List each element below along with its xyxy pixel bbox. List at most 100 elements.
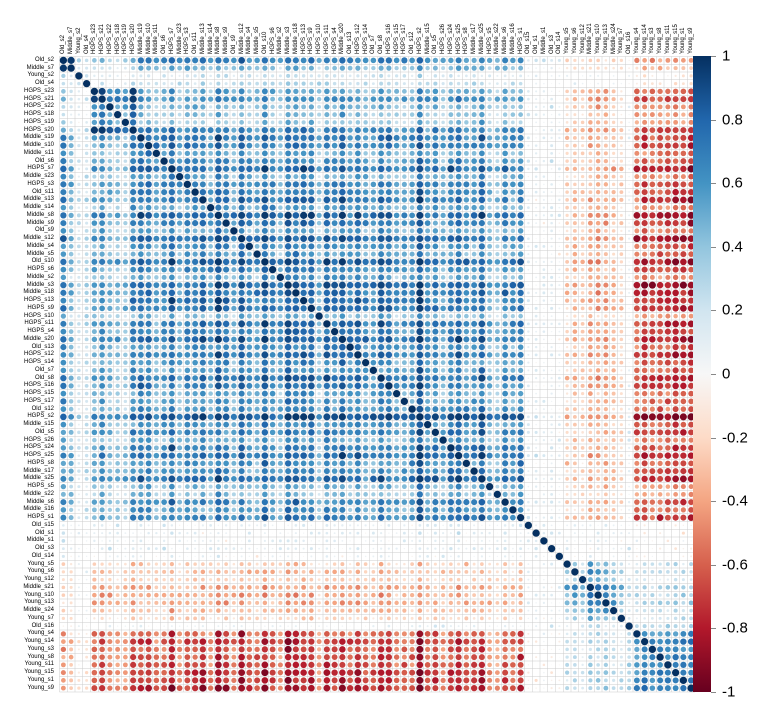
col-label: Old_s2 (60, 34, 67, 54)
row-label: HGPS_s7 (27, 165, 54, 172)
row-label: HGPS_s14 (23, 359, 54, 366)
row-label: Middle_s3 (26, 281, 54, 288)
row-label: HGPS_s19 (23, 118, 54, 125)
row-label: Middle_s12 (23, 235, 54, 242)
row-label: HGPS_s20 (23, 126, 54, 133)
col-label: HGPS_s17 (401, 23, 408, 54)
col-label: Middle_s11 (153, 23, 160, 54)
row-label: Middle_s22 (23, 490, 54, 497)
col-label: Middle_s22 (494, 22, 501, 54)
col-label: Middle_s20 (339, 22, 346, 54)
col-label: Young_s15 (672, 23, 679, 54)
row-label: Old_s12 (31, 405, 54, 412)
col-label: Old_s3 (548, 34, 555, 54)
col-label: HGPS_s10 (316, 23, 323, 54)
row-label: Middle_s10 (23, 142, 54, 149)
colorbar-tick-label: -0.8 (722, 619, 748, 637)
col-label: Middle_s16 (509, 22, 516, 54)
row-label: Young_s14 (24, 638, 54, 645)
col-label: HGPS_s8 (463, 26, 470, 54)
col-label: Middle_s7 (68, 26, 75, 54)
row-label: Middle_s18 (23, 289, 54, 296)
col-label: Old_s8 (378, 34, 385, 54)
colorbar-tick (711, 119, 716, 121)
row-label: Middle_s2 (26, 273, 54, 280)
colorbar-tick-label: 0.2 (722, 301, 743, 319)
col-label: Middle_s2 (277, 26, 284, 54)
row-label: Old_s6 (34, 157, 54, 164)
row-label: Old_s7 (34, 366, 54, 373)
row-label: Young_s1 (27, 676, 54, 683)
row-label: Old_s11 (32, 188, 54, 195)
row-label: Middle_s5 (26, 250, 54, 257)
colorbar-tick-label: 1 (722, 47, 731, 65)
col-label: Old_s16 (626, 31, 633, 54)
col-label: Young_s4 (633, 27, 640, 54)
row-label: Old_s13 (31, 343, 54, 350)
row-label: Middle_s16 (23, 506, 54, 513)
row-label: HGPS_s17 (23, 397, 54, 404)
col-label: Young_s6 (571, 27, 578, 54)
col-label: Old_s5 (432, 34, 439, 54)
row-label: Middle_s6 (26, 498, 54, 505)
row-label: HGPS_s5 (27, 483, 54, 490)
colorbar-tick-label: -0.4 (722, 492, 748, 510)
col-label: Middle_s1 (540, 26, 547, 54)
col-label: Young_s10 (595, 23, 602, 54)
row-label: Young_s9 (27, 684, 54, 691)
row-label: Old_s1 (34, 529, 54, 536)
col-label: HGPS_s19 (122, 23, 129, 54)
colorbar-tick (711, 56, 716, 57)
row-label: Old_s10 (31, 258, 54, 265)
row-label: Old_s9 (34, 227, 54, 234)
row-label: HGPS_s18 (23, 111, 54, 118)
col-label: Middle_s5 (254, 26, 261, 54)
colorbar-tick (711, 501, 716, 503)
row-label: Young_s15 (24, 669, 54, 676)
row-label: HGPS_s3 (27, 180, 54, 187)
row-label: HGPS_s10 (23, 312, 54, 319)
col-label: HGPS_s7 (168, 26, 175, 54)
row-label: Middle_s4 (26, 242, 54, 249)
col-label: Middle_s4 (246, 26, 253, 54)
col-label: Middle_s23 (176, 22, 183, 54)
col-label: Middle_s21 (587, 22, 594, 54)
row-label: Young_s3 (27, 645, 54, 652)
row-label: HGPS_s8 (27, 459, 54, 466)
col-label: Old_s7 (370, 34, 377, 54)
col-label: Young_s1 (680, 27, 687, 54)
row-label: HGPS_s13 (23, 297, 54, 304)
row-label: HGPS_s1 (27, 514, 54, 521)
row-label: Middle_s11 (23, 149, 54, 156)
col-label: HGPS_s16 (385, 23, 392, 54)
row-label: HGPS_s2 (27, 413, 54, 420)
col-label: Young_s12 (579, 23, 586, 54)
colorbar-tick-label: -0.6 (722, 556, 748, 574)
row-label: Young_s2 (27, 72, 54, 79)
col-label: HGPS_s13 (300, 23, 307, 54)
col-label: Young_s13 (602, 23, 609, 54)
row-label: Young_s11 (24, 661, 54, 668)
col-label: HGPS_s1 (517, 26, 524, 54)
row-label: HGPS_s16 (23, 382, 54, 389)
row-label: HGPS_s9 (27, 304, 54, 311)
row-label: Middle_s21 (23, 583, 54, 590)
row-label: Middle_s1 (26, 537, 54, 544)
row-label: HGPS_s12 (23, 351, 54, 358)
row-label: Middle_s20 (23, 335, 54, 342)
row-label: Middle_s7 (26, 64, 54, 71)
row-label: Old_s2 (34, 56, 54, 63)
col-label: Middle_s10 (145, 22, 152, 54)
col-label: Old_s12 (409, 31, 416, 54)
col-label: HGPS_s3 (184, 26, 191, 54)
colorbar-tick-label: -1 (722, 683, 736, 701)
colorbar-tick (711, 374, 716, 375)
col-label: Old_s14 (556, 31, 563, 54)
row-label: Young_s6 (27, 568, 54, 575)
col-label: Middle_s15 (424, 22, 431, 54)
row-label: HGPS_s4 (27, 328, 54, 335)
col-label: HGPS_s22 (106, 23, 113, 54)
col-label: HGPS_s24 (447, 23, 454, 54)
row-label: Young_s12 (24, 576, 54, 583)
row-label: HGPS_s26 (23, 436, 54, 443)
